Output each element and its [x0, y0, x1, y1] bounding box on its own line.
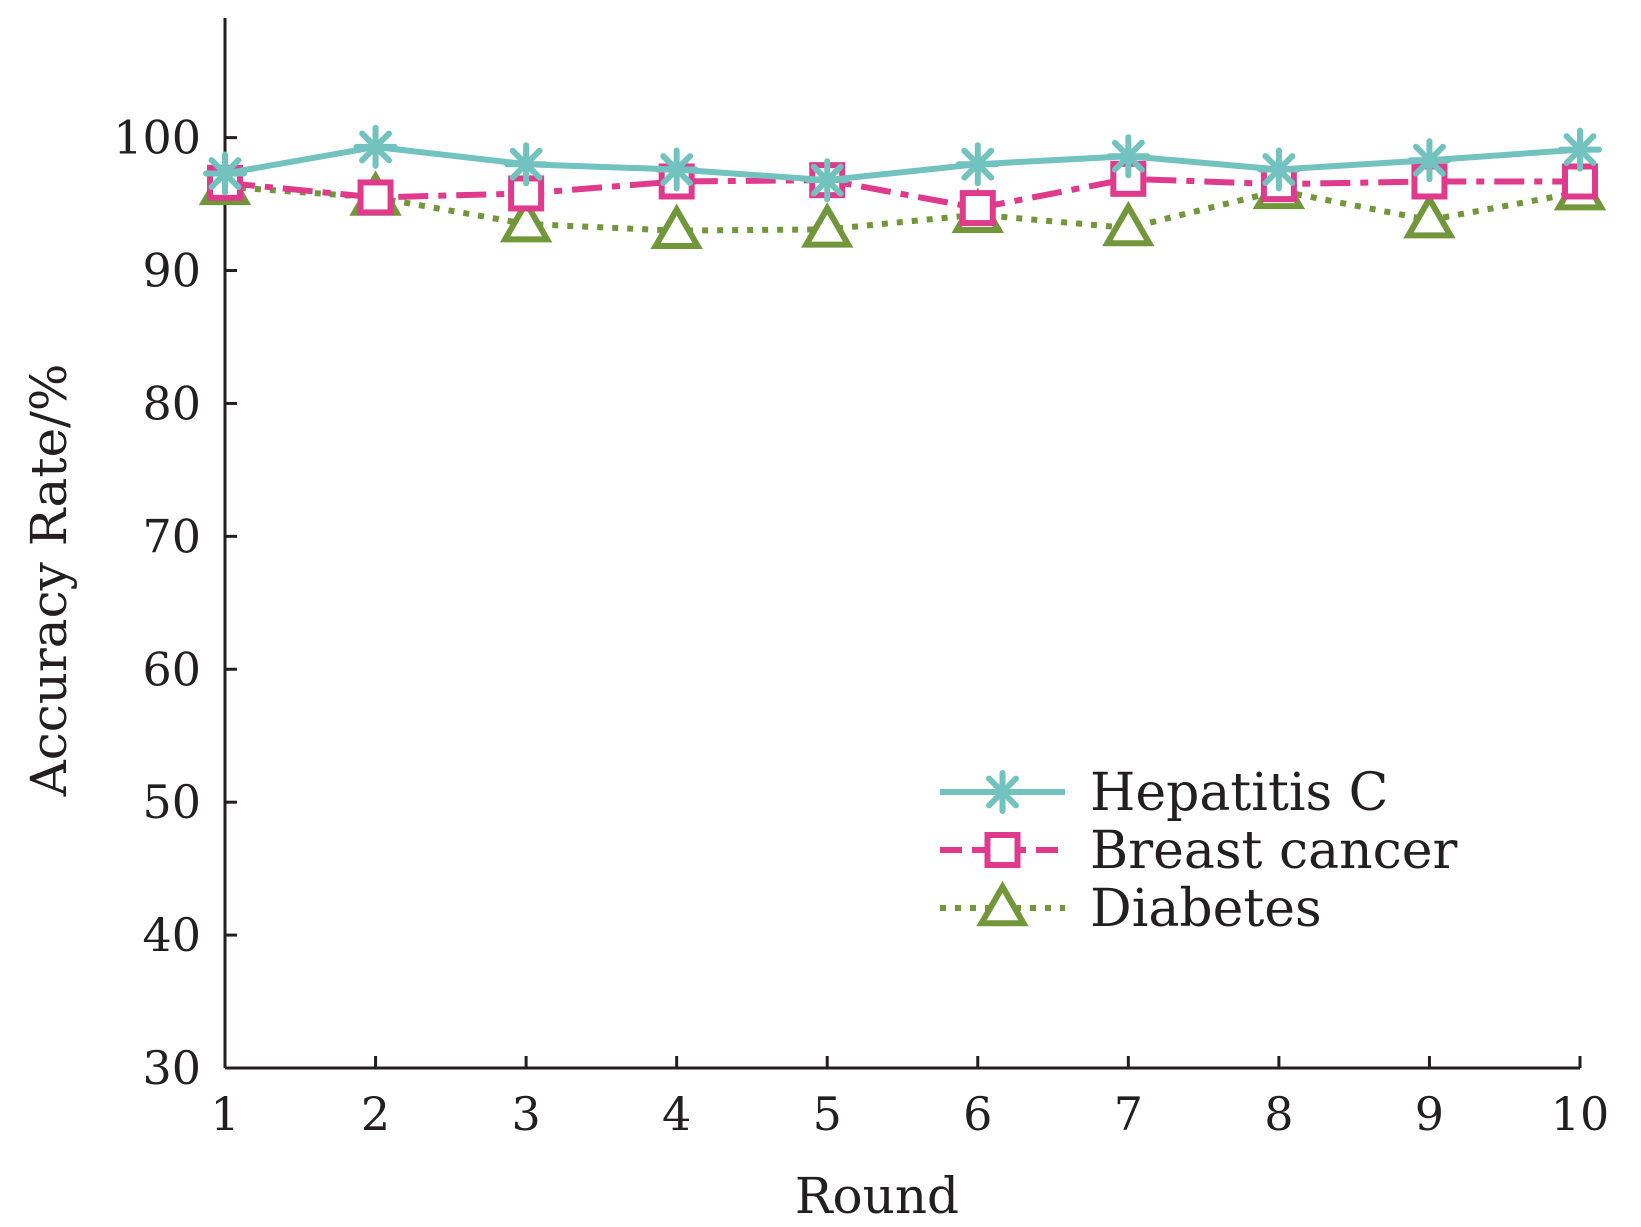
marker-stroke	[208, 157, 242, 190]
marker-stroke	[986, 775, 1019, 809]
legend-marker	[976, 880, 1029, 927]
legend-item: Hepatitis C	[940, 763, 1388, 823]
x-tick-label: 6	[963, 1087, 992, 1141]
legend-label: Diabetes	[1090, 879, 1322, 939]
legend-marker	[984, 832, 1021, 868]
data-point	[959, 190, 996, 227]
y-axis-title: Accuracy Rate/%	[20, 364, 78, 798]
marker-stroke	[1413, 143, 1446, 177]
data-point	[650, 203, 703, 249]
marker-stroke	[810, 163, 844, 197]
data-point	[203, 151, 247, 196]
x-tick-label: 7	[1114, 1087, 1143, 1141]
y-tick-label: 50	[142, 775, 201, 829]
legend-label: Breast cancer	[1090, 821, 1457, 881]
y-tick-label: 30	[142, 1041, 201, 1095]
x-tick-label: 9	[1415, 1087, 1444, 1141]
x-tick-label: 4	[662, 1087, 691, 1141]
data-point	[955, 142, 1000, 187]
marker-stroke	[961, 147, 995, 181]
series-line	[224, 183, 1581, 234]
marker-stroke	[509, 147, 543, 181]
x-tick-label: 5	[813, 1087, 842, 1141]
x-tick-label: 8	[1264, 1087, 1293, 1141]
marker-stroke	[359, 130, 392, 164]
legend-item: Diabetes	[940, 879, 1322, 939]
x-axis-title: Round	[795, 1167, 959, 1225]
data-point	[1558, 127, 1602, 172]
data-point	[504, 142, 549, 187]
data-point	[805, 158, 850, 203]
data-point	[654, 147, 699, 192]
marker-stroke	[1111, 139, 1145, 173]
data-point	[1102, 200, 1155, 247]
y-tick-label: 100	[113, 111, 201, 165]
y-tick-label: 60	[142, 642, 201, 696]
x-ticks: 1 2 3 4 5 6 7 8 9 10	[210, 1056, 1609, 1141]
marker-stroke	[660, 153, 694, 186]
data-point	[499, 196, 553, 243]
x-tick-label: 2	[361, 1087, 390, 1141]
series-diabetes	[198, 159, 1607, 249]
data-point	[801, 202, 854, 248]
y-tick-label: 80	[142, 376, 201, 430]
series-layer	[198, 124, 1607, 249]
x-tick-label: 3	[511, 1087, 540, 1141]
y-ticks: 30 40 50 60 70 80 90 100	[113, 111, 237, 1095]
y-tick-label: 90	[142, 244, 201, 298]
data-point	[1256, 147, 1301, 192]
data-point	[1407, 138, 1452, 183]
data-point	[357, 179, 394, 216]
x-tick-label: 10	[1551, 1087, 1610, 1141]
legend-marker	[980, 770, 1025, 814]
series-line	[224, 143, 1581, 184]
legend-item: Breast cancer	[940, 821, 1457, 881]
marker-stroke	[1563, 133, 1597, 167]
axes	[223, 18, 1580, 1070]
series-hepatitis-c	[203, 124, 1602, 203]
legend-label: Hepatitis C	[1090, 763, 1388, 823]
series-line	[224, 175, 1580, 212]
x-tick-label: 1	[210, 1087, 239, 1141]
data-point	[1106, 134, 1151, 179]
y-tick-label: 40	[142, 908, 201, 962]
data-point	[1403, 192, 1456, 239]
y-tick-label: 70	[142, 509, 201, 563]
marker-stroke	[1262, 153, 1296, 186]
data-point	[353, 124, 398, 169]
